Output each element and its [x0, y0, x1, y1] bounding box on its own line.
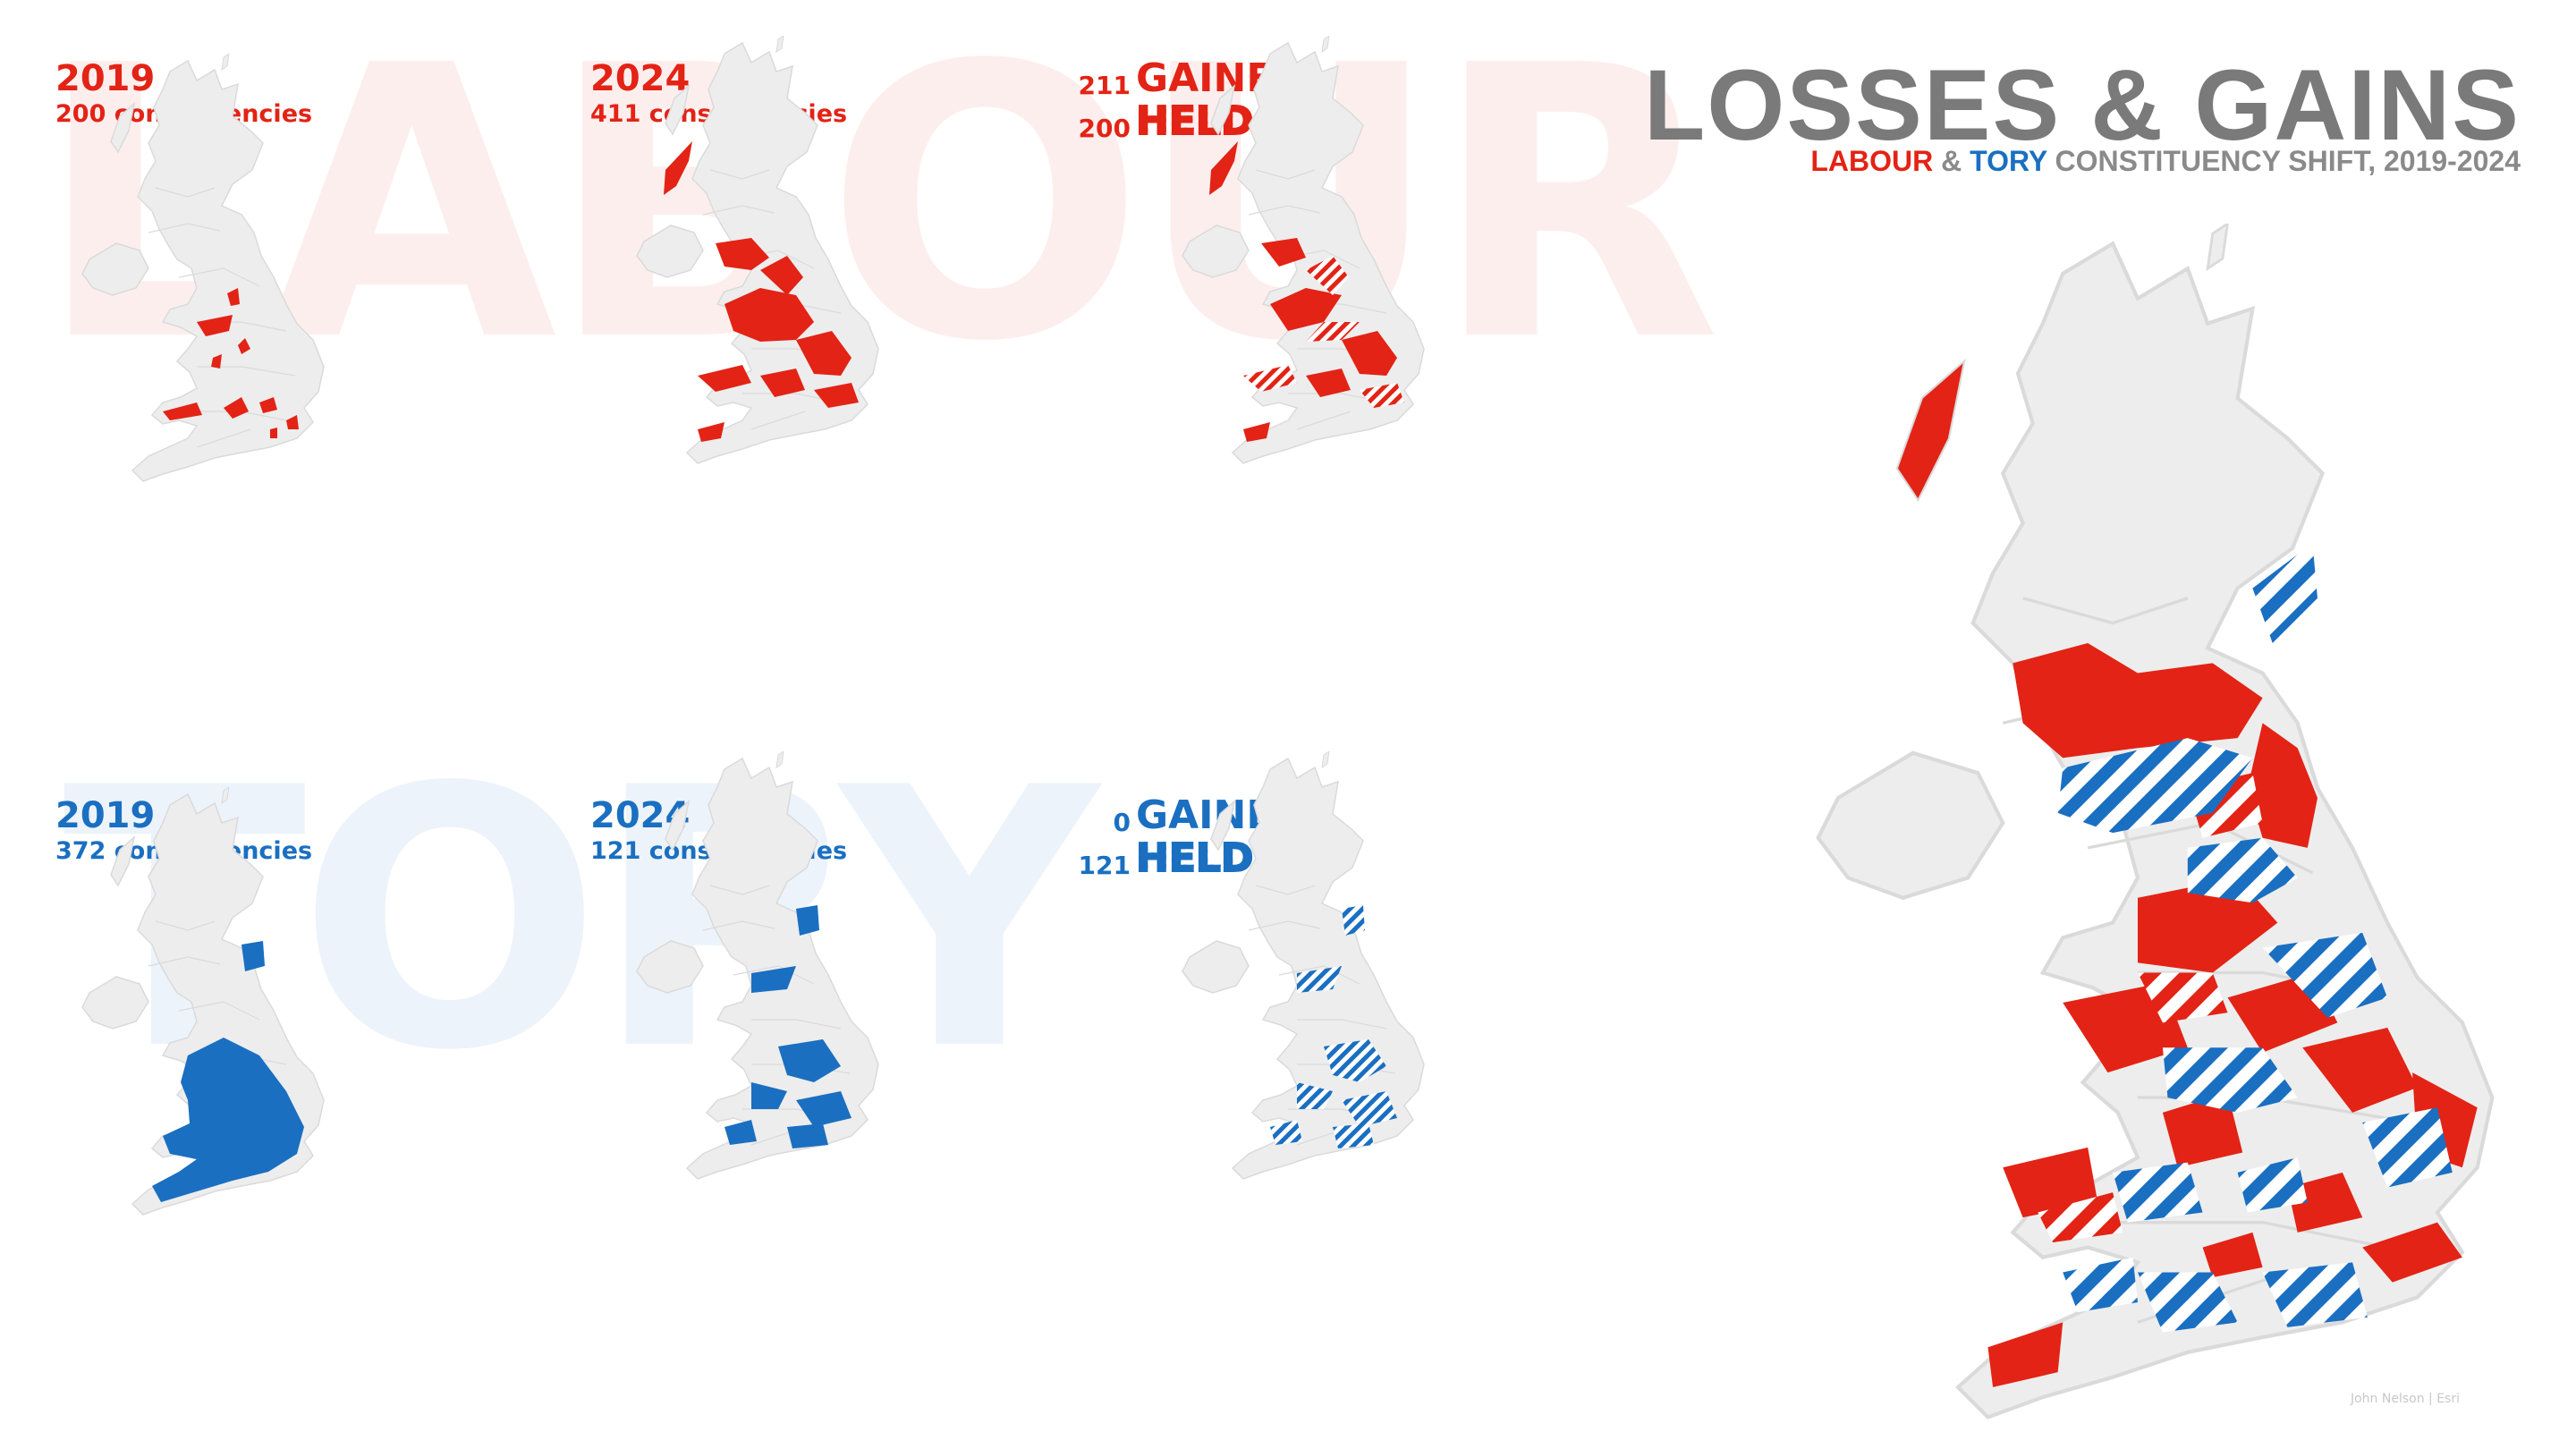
tory-2019-map: [63, 787, 331, 1216]
tory-gained-number: 0: [1113, 808, 1131, 837]
labour-held-number: 200: [1078, 114, 1131, 143]
page-title: LOSSES & GAINS: [1643, 49, 2521, 161]
tory-shift-map: [1163, 751, 1431, 1181]
labour-2024-year: 2024: [590, 58, 691, 99]
labour-2024-map: [617, 36, 886, 465]
tory-2019-year: 2019: [55, 795, 156, 836]
labour-gained-number: 211: [1078, 71, 1131, 100]
page-subtitle: LABOUR & TORY CONSTITUENCY SHIFT, 2019-2…: [1810, 147, 2521, 175]
subtitle-amp: &: [1941, 145, 1962, 177]
labour-shift-map: [1163, 36, 1431, 465]
tory-held-label: HELD: [1135, 835, 1254, 881]
labour-watermark: LABOUR: [36, 0, 1721, 424]
combined-shift-map: [1717, 224, 2558, 1422]
labour-held-label: HELD: [1135, 98, 1254, 144]
credit-text: John Nelson | Esri: [2350, 1392, 2460, 1406]
subtitle-tory: TORY: [1970, 145, 2047, 177]
tory-held-number: 121: [1078, 851, 1131, 880]
labour-2019-year: 2019: [55, 58, 156, 99]
labour-2019-map: [63, 54, 331, 483]
subtitle-rest: CONSTITUENCY SHIFT, 2019-2024: [2055, 145, 2521, 177]
subtitle-labour: LABOUR: [1810, 145, 1934, 177]
tory-2024-map: [617, 751, 886, 1181]
